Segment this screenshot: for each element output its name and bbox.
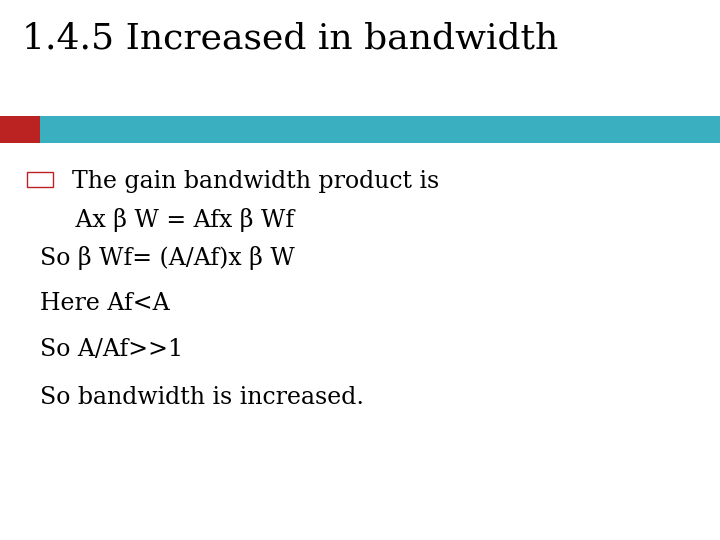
- Text: 1.4.5 Increased in bandwidth: 1.4.5 Increased in bandwidth: [22, 22, 558, 56]
- Text: So bandwidth is increased.: So bandwidth is increased.: [40, 386, 364, 409]
- Bar: [27, 172, 53, 186]
- Text: Ax β W = Afx β Wf: Ax β W = Afx β Wf: [68, 208, 294, 232]
- Bar: [0, 116, 720, 143]
- Text: So β Wf= (A/Af)x β W: So β Wf= (A/Af)x β W: [40, 246, 294, 269]
- Text: The gain bandwidth product is: The gain bandwidth product is: [72, 170, 439, 193]
- Text: So A/Af>>1: So A/Af>>1: [40, 338, 183, 361]
- Bar: [0, 116, 40, 143]
- Text: Here Af<A: Here Af<A: [40, 292, 169, 315]
